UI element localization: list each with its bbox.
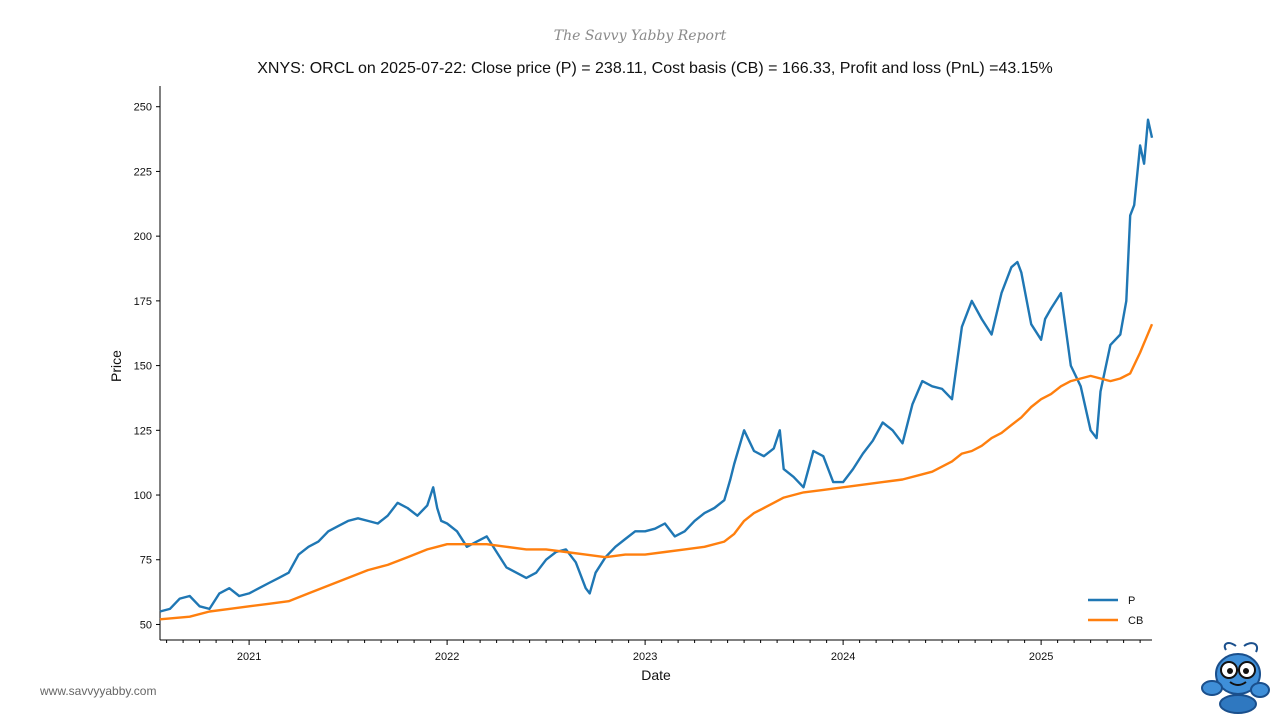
x-tick-label: 2021 [237, 651, 261, 663]
x-tick-label: 2025 [1029, 651, 1053, 663]
yabby-mascot-icon [1201, 642, 1270, 714]
series-line-p [159, 118, 1154, 613]
y-tick-label: 250 [134, 102, 152, 114]
y-tick-label: 50 [140, 619, 152, 631]
y-tick-label: 175 [134, 296, 152, 308]
series-line-cb [159, 323, 1154, 621]
chart-title: XNYS: ORCL on 2025-07-22: Close price (P… [257, 60, 1053, 77]
x-tick-label: 2024 [831, 651, 855, 663]
report-title: The Savvy Yabby Report [553, 28, 727, 44]
x-axis-label: Date [641, 667, 671, 683]
legend-label-cb: CB [1128, 615, 1143, 627]
y-axis-label: Price [108, 350, 124, 382]
y-tick-label: 225 [134, 166, 152, 178]
legend: P CB [1088, 595, 1143, 627]
series-layer [159, 118, 1154, 621]
y-tick-label: 150 [134, 361, 152, 373]
website-link[interactable]: www.savvyyabby.com [40, 684, 157, 698]
y-tick-label: 100 [134, 490, 152, 502]
y-tick-label: 75 [140, 555, 152, 567]
x-tick-label: 2023 [633, 651, 657, 663]
axes: 50 75 100 125 150 175 200 225 250 2021 2022 2023 202… [134, 86, 1152, 663]
y-tick-label: 125 [134, 425, 152, 437]
legend-label-p: P [1128, 595, 1135, 607]
y-tick-label: 200 [134, 231, 152, 243]
x-tick-label: 2022 [435, 651, 459, 663]
